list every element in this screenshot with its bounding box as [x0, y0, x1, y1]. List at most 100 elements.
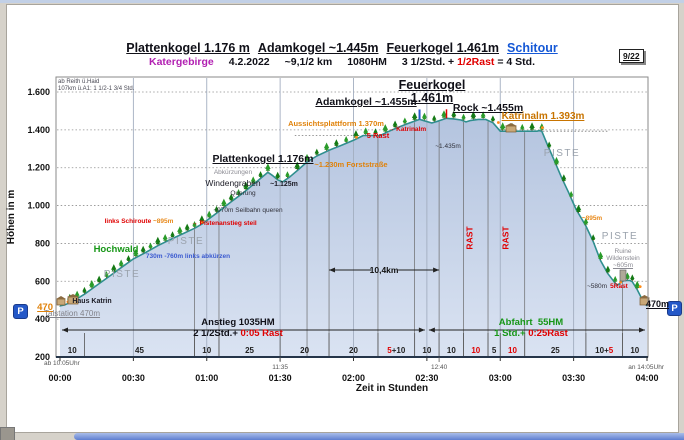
distance-label: 10,4km [370, 265, 399, 275]
intermediate-time-label: 11:35 [272, 364, 288, 371]
terrain-curve [59, 117, 648, 307]
tree-icon [285, 173, 290, 178]
tree-icon [243, 184, 249, 190]
tree-icon [613, 277, 617, 282]
x-tick-label: 01:30 [269, 373, 292, 383]
x-tick-label: 03:00 [489, 373, 512, 383]
hut-roof-icon [505, 123, 517, 126]
tree-icon [529, 124, 535, 130]
tree-icon [373, 130, 378, 135]
tree-icon [265, 165, 271, 171]
tree-icon [403, 119, 407, 124]
segment-minutes: 5 [492, 346, 497, 355]
tree-icon [155, 239, 161, 245]
tree-icon [432, 117, 436, 121]
y-tick-label: 1.600 [27, 87, 50, 97]
tree-icon [229, 195, 234, 201]
segment-minutes: 10 [447, 346, 456, 355]
tree-icon [133, 251, 139, 257]
tree-icon [104, 273, 109, 277]
parking-icon-left: P [13, 304, 28, 319]
tree-icon [305, 156, 310, 161]
tree-icon [126, 257, 131, 261]
hut-roof-icon [639, 295, 650, 298]
tree-icon [547, 143, 551, 148]
segment-minutes: 25 [551, 346, 560, 355]
y-tick-label: 400 [35, 314, 50, 324]
x-tick-label: 02:00 [342, 373, 365, 383]
tree-icon [214, 207, 219, 212]
hut-icon [505, 125, 517, 133]
window-bottom-bar[interactable] [74, 433, 684, 440]
tree-icon [554, 159, 559, 165]
tree-icon [82, 288, 87, 293]
end-time-label: an 14:05Uhr [628, 364, 665, 371]
window-corner-fragment [0, 427, 15, 440]
ruin-tower-icon [619, 269, 627, 282]
tree-icon [481, 113, 486, 118]
tree-icon [163, 236, 168, 241]
tree-icon [412, 114, 417, 120]
start-time-label: ab 10:05Uhr [44, 360, 81, 367]
tree-icon [89, 282, 95, 288]
arrowhead-icon [428, 327, 435, 333]
intermediate-time-label: 12:40 [431, 364, 448, 371]
tree-icon [500, 124, 505, 130]
segment-minutes: 10+5 [595, 346, 614, 355]
waypoint-mark [540, 126, 544, 130]
height-meters-label: 1080HM [347, 56, 387, 68]
date-label: 4.2.2022 [228, 56, 270, 68]
y-tick-label: 600 [35, 276, 50, 286]
rast-label: 1/2Rast [457, 56, 495, 68]
title-adamkogel: Adamkogel ~1.445m [257, 41, 379, 55]
waypoint-mark [201, 221, 204, 224]
x-tick-label: 04:00 [635, 373, 658, 383]
tree-icon [583, 220, 588, 225]
tree-icon [315, 150, 319, 155]
tree-icon [363, 129, 368, 135]
tree-icon [630, 276, 635, 281]
waypoint-mark [496, 121, 500, 124]
tree-icon [561, 176, 566, 181]
x-tick-label: 01:00 [195, 373, 218, 383]
y-tick-label: 1.000 [27, 201, 50, 211]
tree-icon [170, 233, 175, 238]
segment-minutes: 10 [508, 346, 517, 355]
segment-minutes: 45 [135, 346, 144, 355]
tree-icon [119, 261, 124, 267]
tree-icon [192, 223, 197, 227]
tree-icon [520, 125, 525, 130]
segment-minutes: 10 [630, 346, 639, 355]
hut-icon [67, 296, 79, 305]
tree-icon [275, 174, 280, 179]
tree-icon [625, 274, 630, 279]
segment-minutes: 20 [300, 346, 309, 355]
hut-icon [56, 298, 66, 306]
tree-icon [141, 247, 146, 253]
segment-minutes: 10 [202, 346, 211, 355]
y-axis-title: Höhen in m [6, 190, 17, 245]
approach-note-line1: ab Reith ü.Haid [58, 79, 100, 85]
chart-subtitle: Katergebirge 4.2.2022 ~9,1/2 km 1080HM 3… [0, 56, 684, 68]
chart-title: Plattenkogel 1.176 m Adamkogel ~1.445m F… [0, 41, 684, 55]
y-tick-label: 1.200 [27, 163, 50, 173]
time-summary: 3 1/2Std. + 1/2Rast = 4 Std. [401, 56, 535, 68]
summit-mark-feuerkogel [445, 109, 448, 119]
tree-icon [605, 267, 610, 273]
arrowhead-icon [433, 267, 440, 273]
tree-icon [344, 138, 348, 142]
tree-icon [591, 236, 595, 241]
parking-icon-right: P [667, 301, 682, 316]
segment-minutes: 10 [471, 346, 480, 355]
title-plattenkogel: Plattenkogel 1.176 m [126, 41, 250, 55]
arrowhead-icon [329, 267, 336, 273]
schitour-link[interactable]: Schitour [507, 41, 558, 55]
tree-icon [236, 191, 241, 195]
tree-icon [185, 225, 190, 231]
region-label: Katergebirge [148, 56, 214, 68]
tree-icon [441, 112, 447, 118]
tree-icon [251, 178, 256, 184]
tree-icon [221, 201, 227, 206]
